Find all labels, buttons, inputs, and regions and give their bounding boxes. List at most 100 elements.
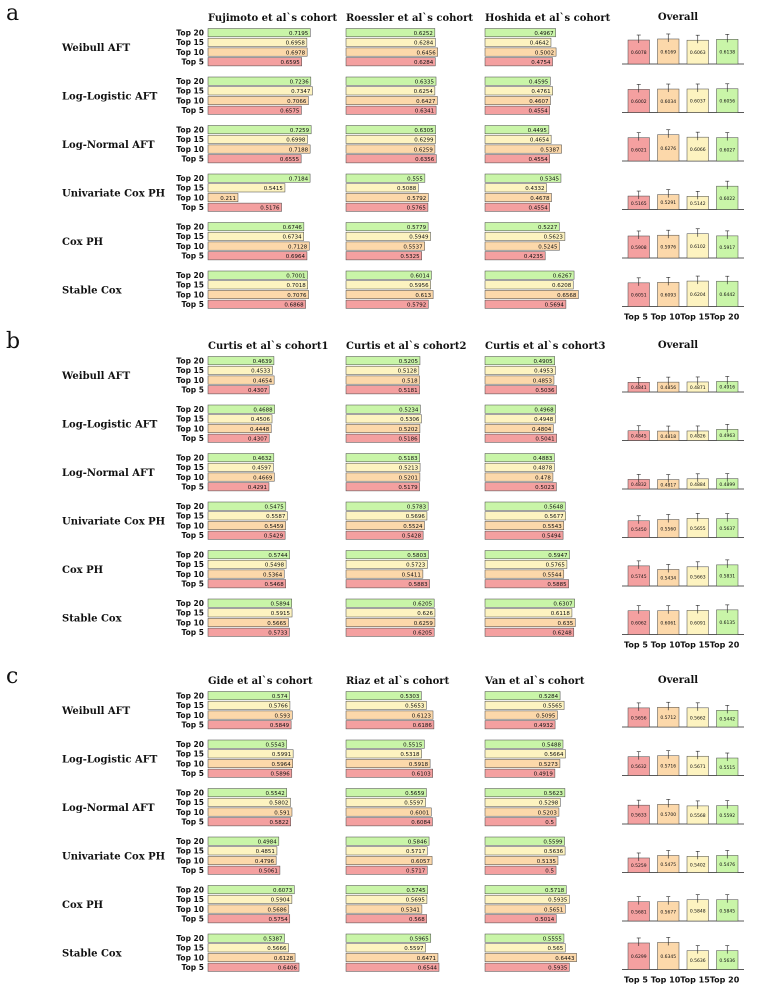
cohort-bar xyxy=(345,57,436,67)
cohort-title: Riaz et al`s cohort xyxy=(346,676,450,687)
cohort-bar xyxy=(484,608,573,618)
bar-value-label: 0.5345 xyxy=(540,176,560,182)
bar-value-label: 0.5846 xyxy=(408,839,428,845)
model-label: Log-Normal AFT xyxy=(62,468,155,479)
bar-value-label: 0.5849 xyxy=(270,723,290,729)
bar-value-label: 0.7184 xyxy=(289,176,309,182)
bar-value-label: 0.6267 xyxy=(553,273,573,279)
overall-value-label: 0.6061 xyxy=(660,621,676,627)
overall-value-label: 0.5712 xyxy=(660,715,676,721)
bar-value-label: 0.4984 xyxy=(258,839,278,845)
row-label: Top 10 xyxy=(176,376,204,385)
cohort-bar xyxy=(207,453,275,463)
cohort-bar xyxy=(484,404,556,414)
cohort-bar xyxy=(207,846,278,856)
row-label: Top 5 xyxy=(182,721,204,730)
overall-value-label: 0.5450 xyxy=(631,527,647,533)
cohort-bar xyxy=(207,86,313,96)
cohort-bar xyxy=(207,579,286,589)
cohort-bar xyxy=(207,953,296,962)
cohort-bar xyxy=(207,569,285,579)
row-label: Top 20 xyxy=(176,271,204,280)
cohort-title: Curtis et al`s cohort1 xyxy=(208,341,328,352)
row-label: Top 10 xyxy=(176,570,204,579)
cohort-bar xyxy=(207,404,275,414)
cohort-bar xyxy=(484,836,565,846)
row-label: Top 15 xyxy=(176,512,204,521)
bar-value-label: 0.5636 xyxy=(544,849,564,855)
row-label: Top 10 xyxy=(176,242,204,251)
cohort-bar xyxy=(345,627,435,637)
bar-value-label: 0.5651 xyxy=(544,907,563,913)
cohort-bar xyxy=(345,47,438,57)
bar-value-label: 0.4307 xyxy=(248,388,268,394)
bar-value-label: 0.5202 xyxy=(399,427,418,433)
row-label: Top 10 xyxy=(176,711,204,720)
model-label: Log-Logistic AFT xyxy=(62,92,158,103)
overall-value-label: 0.6442 xyxy=(719,292,735,298)
bar-value-label: 0.4878 xyxy=(533,466,553,472)
bar-value-label: 0.5885 xyxy=(547,582,567,588)
bar-value-label: 0.5599 xyxy=(543,839,563,845)
cohort-bar xyxy=(484,251,546,261)
overall-value-label: 0.5560 xyxy=(660,527,676,533)
row-label: Top 20 xyxy=(176,126,204,135)
cohort-bar xyxy=(207,691,290,701)
cohort-bar xyxy=(207,96,309,105)
bar-value-label: 0.6978 xyxy=(286,50,306,56)
bar-value-label: 0.4688 xyxy=(253,407,273,413)
bar-value-label: 0.5964 xyxy=(272,762,292,768)
row-label: Top 10 xyxy=(176,96,204,105)
row-label: Top 20 xyxy=(176,599,204,608)
row-label: Top 15 xyxy=(176,560,204,569)
cohort-bar xyxy=(207,943,289,953)
overall-value-label: 0.6091 xyxy=(690,620,706,626)
bar-value-label: 0.6575 xyxy=(280,109,300,115)
bar-value-label: 0.5498 xyxy=(265,563,285,569)
overall-value-label: 0.6066 xyxy=(690,147,706,153)
overall-value-label: 0.4963 xyxy=(719,433,735,439)
row-label: Top 20 xyxy=(176,29,204,38)
overall-value-label: 0.6345 xyxy=(660,954,676,960)
cohort-bar xyxy=(484,865,557,875)
cohort-bar xyxy=(484,183,547,193)
bar-value-label: 0.6998 xyxy=(286,138,306,144)
cohort-bar xyxy=(484,105,550,115)
bar-value-label: 0.5779 xyxy=(407,225,427,231)
bar-value-label: 0.4307 xyxy=(248,437,268,443)
cohort-bar xyxy=(345,125,436,135)
bar-value-label: 0.5659 xyxy=(405,791,425,797)
bar-value-label: 0.4883 xyxy=(533,456,553,462)
cohort-bar xyxy=(345,710,434,720)
cohort-bar xyxy=(207,521,286,530)
cohort-bar xyxy=(345,759,431,768)
bar-value-label: 0.5023 xyxy=(535,485,555,491)
bar-value-label: 0.4533 xyxy=(251,369,271,375)
row-label: Top 20 xyxy=(176,740,204,749)
cohort-bar xyxy=(345,76,437,86)
cohort-title: Hoshida et al`s cohort xyxy=(485,13,611,24)
cohort-bar xyxy=(484,501,566,511)
overall-value-label: 0.5632 xyxy=(631,764,647,770)
cohort-bar xyxy=(345,914,427,924)
bar-value-label: 0.5364 xyxy=(263,572,283,578)
overall-value-label: 0.4817 xyxy=(660,482,676,488)
overall-value-label: 0.6027 xyxy=(719,147,735,153)
row-label: Top 5 xyxy=(182,434,204,443)
row-label: Top 15 xyxy=(176,232,204,241)
overall-value-label: 0.5663 xyxy=(690,574,706,580)
bar-value-label: 0.6427 xyxy=(416,99,436,105)
cohort-bar xyxy=(345,270,432,280)
bar-value-label: 0.5935 xyxy=(548,898,568,904)
cohort-bar xyxy=(345,134,436,144)
overall-value-label: 0.5662 xyxy=(690,715,706,721)
bar-value-label: 0.6868 xyxy=(284,303,304,309)
bar-value-label: 0.4967 xyxy=(534,31,554,37)
bar-value-label: 0.6964 xyxy=(286,254,306,260)
bar-value-label: 0.5515 xyxy=(403,742,423,748)
bar-value-label: 0.5524 xyxy=(403,524,423,530)
overall-value-label: 0.4818 xyxy=(660,434,676,440)
bar-value-label: 0.5733 xyxy=(268,631,288,637)
bar-value-label: 0.6544 xyxy=(418,966,438,972)
